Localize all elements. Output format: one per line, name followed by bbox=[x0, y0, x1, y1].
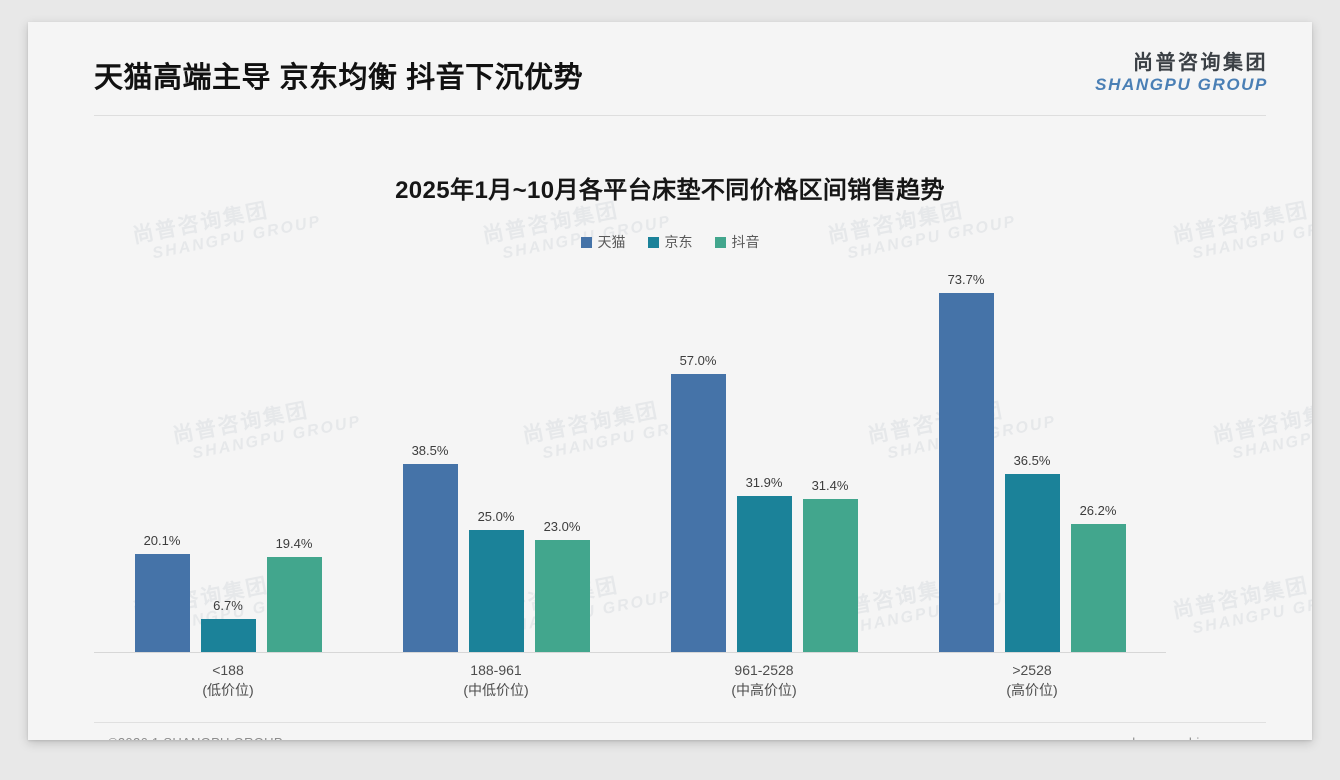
bar-group: 57.0% 31.9% 31.4% bbox=[664, 262, 864, 652]
x-axis-category-label: 961-2528 (中高价位) bbox=[664, 660, 864, 701]
legend-item-抖音[interactable]: 抖音 bbox=[714, 232, 760, 252]
slide-header: 天猫高端主导 京东均衡 抖音下沉优势 尚普咨询集团 SHANGPU GROUP bbox=[28, 22, 1312, 117]
bar-column[interactable]: 26.2% bbox=[1070, 262, 1126, 652]
category-range: 188-961 bbox=[470, 662, 522, 678]
bar-column[interactable]: 38.5% bbox=[402, 262, 458, 652]
bar-column[interactable]: 57.0% bbox=[670, 262, 726, 652]
footer-website: www.shangpu-china.com bbox=[1093, 735, 1244, 740]
legend-item-京东[interactable]: 京东 bbox=[647, 232, 693, 252]
header-divider bbox=[94, 115, 1266, 116]
category-tier: (高价位) bbox=[1006, 682, 1058, 699]
bar-value-label: 31.9% bbox=[745, 475, 783, 490]
bar-value-label: 6.7% bbox=[213, 598, 243, 613]
bar-京东[interactable] bbox=[468, 530, 524, 652]
page-title: 天猫高端主导 京东均衡 抖音下沉优势 bbox=[94, 62, 584, 94]
bar-group: 73.7% 36.5% 26.2% bbox=[932, 262, 1132, 652]
bar-value-label: 26.2% bbox=[1079, 503, 1117, 518]
logo-english-text: SHANGPU GROUP bbox=[1095, 75, 1268, 94]
bar-抖音[interactable] bbox=[534, 540, 590, 652]
bar-value-label: 36.5% bbox=[1013, 453, 1051, 468]
category-tier: (中高价位) bbox=[731, 682, 797, 699]
bar-value-label: 73.7% bbox=[947, 272, 985, 287]
bar-column[interactable]: 73.7% bbox=[938, 262, 994, 652]
bar-column[interactable]: 31.4% bbox=[802, 262, 858, 652]
bar-天猫[interactable] bbox=[670, 374, 726, 652]
bar-抖音[interactable] bbox=[1070, 524, 1126, 652]
category-tier: (低价位) bbox=[202, 682, 254, 699]
bar-value-label: 38.5% bbox=[411, 443, 449, 458]
bar-group: 20.1% 6.7% 19.4% bbox=[128, 262, 328, 652]
x-axis-category-label: <188 (低价位) bbox=[128, 660, 328, 701]
legend-label: 天猫 bbox=[597, 234, 626, 250]
x-axis-category-label: 188-961 (中低价位) bbox=[396, 660, 596, 701]
category-range: >2528 bbox=[1012, 662, 1052, 678]
category-tier: (中低价位) bbox=[463, 682, 529, 699]
brand-logo: 尚普咨询集团 SHANGPU GROUP bbox=[1095, 52, 1268, 95]
chart-x-axis-labels: <188 (低价位) 188-961 (中低价位) 961-2528 (中高价位) >252… bbox=[94, 660, 1166, 710]
chart-title: 2025年1月~10月各平台床垫不同价格区间销售趋势 bbox=[395, 177, 945, 204]
bar-抖音[interactable] bbox=[266, 557, 322, 652]
logo-chinese-text: 尚普咨询集团 bbox=[1133, 52, 1268, 74]
slide-canvas: 尚普咨询集团 SHANGPU GROUP 尚普咨询集团 SHANGPU GROUP 尚普… bbox=[28, 22, 1312, 740]
category-range: <188 bbox=[212, 662, 244, 678]
legend-label: 京东 bbox=[664, 234, 693, 250]
bar-京东[interactable] bbox=[736, 496, 792, 652]
bar-column[interactable]: 20.1% bbox=[134, 262, 190, 652]
legend-item-天猫[interactable]: 天猫 bbox=[580, 232, 626, 252]
legend-swatch-icon bbox=[580, 236, 592, 248]
legend-swatch-icon bbox=[714, 236, 726, 248]
bar-value-label: 57.0% bbox=[679, 353, 717, 368]
bar-column[interactable]: 19.4% bbox=[266, 262, 322, 652]
legend-swatch-icon bbox=[647, 236, 659, 248]
bar-value-label: 25.0% bbox=[477, 509, 515, 524]
bar-京东[interactable] bbox=[1004, 474, 1060, 652]
legend-label: 抖音 bbox=[731, 234, 760, 250]
x-axis-category-label: >2528 (高价位) bbox=[932, 660, 1132, 701]
bar-value-label: 31.4% bbox=[811, 478, 849, 493]
bar-天猫[interactable] bbox=[134, 554, 190, 652]
chart-legend: 天猫 京东 抖音 bbox=[28, 232, 1312, 252]
bar-value-label: 20.1% bbox=[143, 533, 181, 548]
bar-column[interactable]: 23.0% bbox=[534, 262, 590, 652]
bar-抖音[interactable] bbox=[802, 499, 858, 652]
bar-column[interactable]: 31.9% bbox=[736, 262, 792, 652]
bar-天猫[interactable] bbox=[402, 464, 458, 652]
chart-plot-area: 20.1% 6.7% 19.4% 38.5% 25.0% 23.0% 57.0% 31.9% 3… bbox=[94, 262, 1266, 652]
bar-value-label: 23.0% bbox=[543, 519, 581, 534]
footer-divider bbox=[94, 722, 1266, 723]
chart-x-axis-line bbox=[94, 652, 1166, 653]
bar-group: 38.5% 25.0% 23.0% bbox=[396, 262, 596, 652]
bar-column[interactable]: 25.0% bbox=[468, 262, 524, 652]
category-range: 961-2528 bbox=[734, 662, 794, 678]
bar-column[interactable]: 6.7% bbox=[200, 262, 256, 652]
bar-天猫[interactable] bbox=[938, 293, 994, 652]
bar-京东[interactable] bbox=[200, 619, 256, 652]
footer-copyright: ©2026.1 SHANGPU GROUP bbox=[108, 735, 283, 740]
bar-value-label: 19.4% bbox=[275, 536, 313, 551]
bar-column[interactable]: 36.5% bbox=[1004, 262, 1060, 652]
